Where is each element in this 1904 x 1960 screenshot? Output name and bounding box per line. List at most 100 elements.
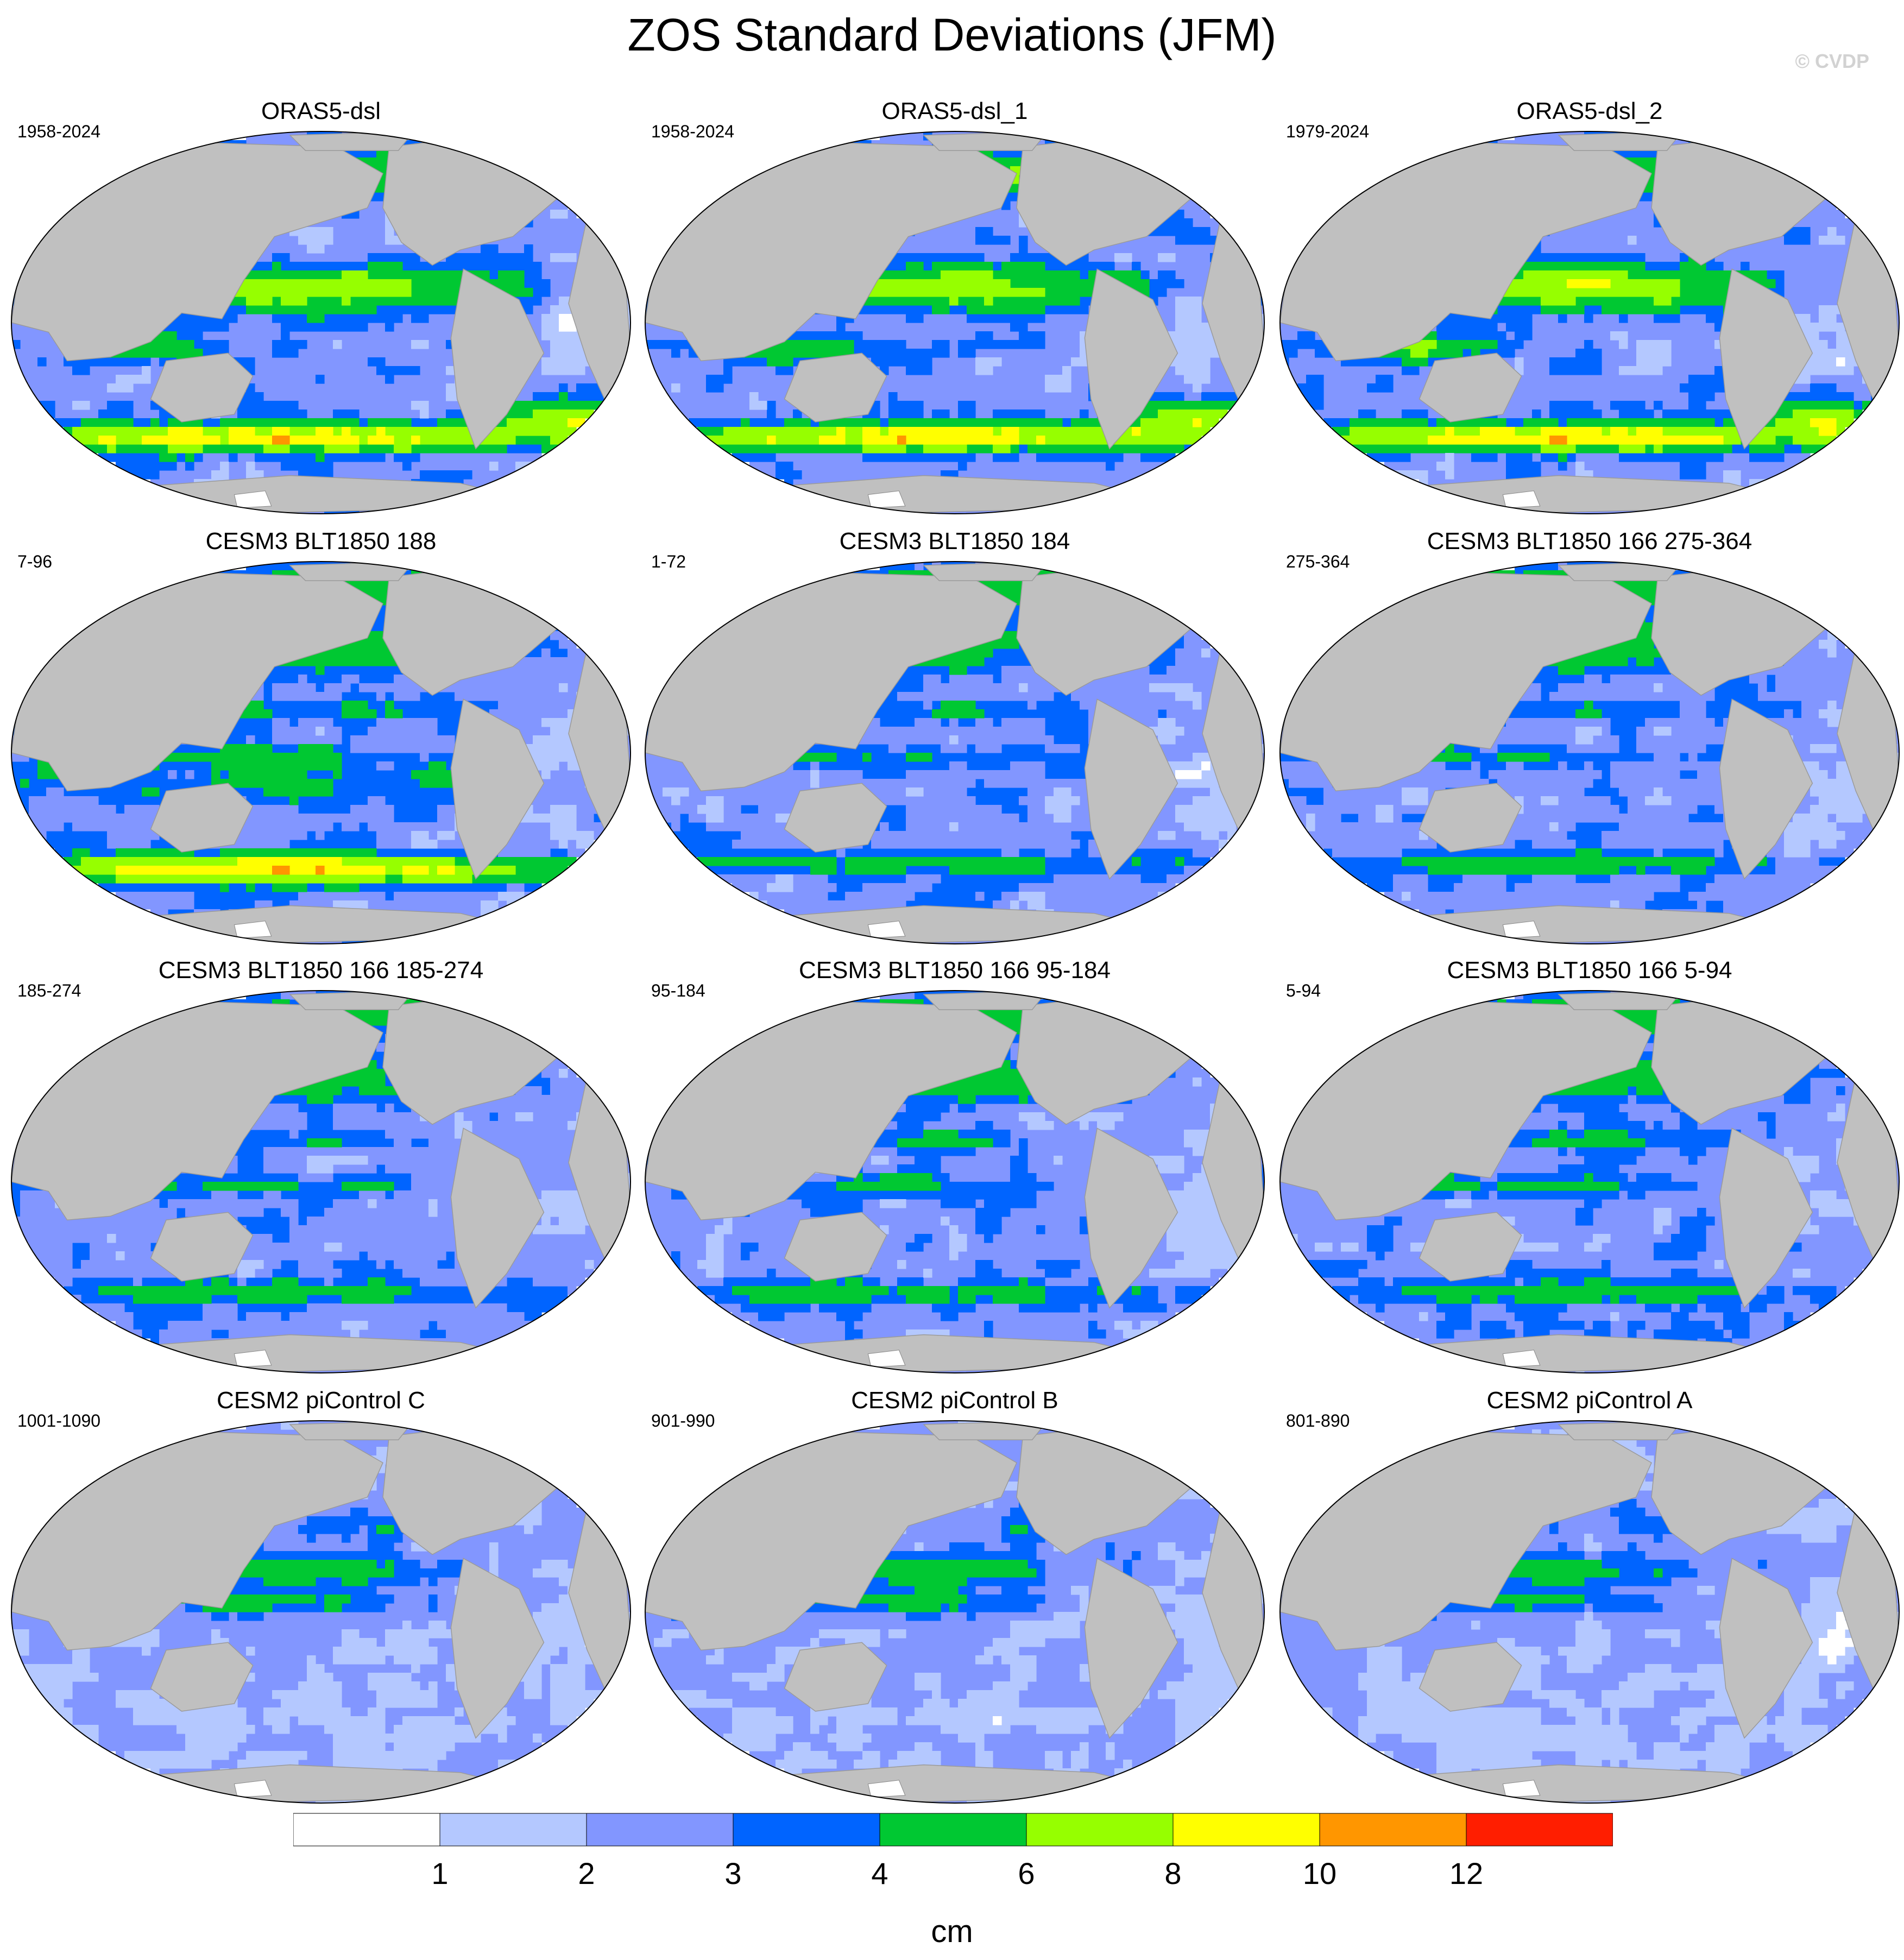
world-map (11, 990, 631, 1373)
land-mass (784, 783, 887, 853)
land-mass (1719, 268, 1813, 450)
colorbar-swatch (1026, 1813, 1174, 1846)
land-mass (289, 991, 415, 1010)
land-mass (150, 352, 254, 423)
world-map (11, 1420, 631, 1804)
world-map (1279, 1420, 1900, 1804)
land-mass (11, 999, 383, 1221)
colorbar-tick-label: 6 (1018, 1856, 1035, 1890)
land-mass (1280, 140, 1652, 362)
colorbar-swatch (1172, 1813, 1320, 1846)
land-mass (450, 1558, 545, 1739)
land-mass (289, 562, 415, 581)
colorbar-swatch (879, 1813, 1027, 1846)
map-panel: CESM3 BLT1850 166 95-184 95-184 (642, 956, 1267, 1385)
land-mass (1558, 131, 1684, 151)
colorbar-units: cm (931, 1914, 973, 1949)
map-outline (645, 1420, 1265, 1804)
map-outline (1279, 561, 1900, 944)
map-outline (645, 990, 1265, 1373)
land-mass (1418, 1642, 1522, 1712)
zos-field (645, 131, 1264, 514)
lake (234, 1350, 272, 1367)
lake (670, 1493, 689, 1513)
world-map (11, 131, 631, 514)
land-mass (1418, 783, 1522, 853)
panel-title: CESM3 BLT1850 166 95-184 (799, 957, 1111, 984)
panel-years: 275-364 (1286, 552, 1350, 571)
map-outline (1279, 1420, 1900, 1804)
panel-years: 1-72 (651, 552, 686, 571)
land-mass (923, 991, 1049, 1010)
panel-title: ORAS5-dsl_1 (881, 98, 1028, 124)
lake (234, 490, 272, 508)
lake (1304, 634, 1324, 654)
colorbar-swatch (586, 1813, 734, 1846)
land-mass (1280, 1429, 1652, 1651)
land-mass (11, 1429, 383, 1651)
colorbar-swatch (733, 1813, 880, 1846)
colorbar (293, 1813, 1613, 1846)
panel-title: ORAS5-dsl (261, 98, 381, 124)
land-mass (289, 131, 415, 151)
land-mass (1558, 562, 1684, 581)
zos-field (1280, 562, 1899, 944)
lake (1304, 1063, 1324, 1083)
lake (234, 1780, 272, 1798)
zos-field (11, 131, 631, 514)
land-mass (1719, 1127, 1813, 1309)
map-panel: ORAS5-dsl 1958-2024 (9, 97, 633, 526)
colorbar-swatch (293, 1813, 440, 1846)
map-outline (645, 561, 1265, 944)
panel-title: CESM3 BLT1850 166 185-274 (158, 957, 484, 984)
world-map (11, 561, 631, 944)
map-panel: CESM3 BLT1850 166 5-94 5-94 (1277, 956, 1902, 1385)
zos-field (11, 1421, 631, 1803)
world-map (645, 131, 1265, 514)
world-map (645, 561, 1265, 944)
panel-title: CESM3 BLT1850 166 275-364 (1427, 528, 1752, 554)
colorbar-tick-label: 2 (578, 1856, 595, 1890)
map-outline (645, 131, 1265, 514)
panel-title: CESM2 piControl B (851, 1387, 1058, 1414)
land-mass (645, 570, 1017, 792)
lake (36, 1063, 55, 1083)
zos-field (645, 562, 1264, 944)
land-mass (450, 268, 545, 450)
land-mass (1084, 1558, 1178, 1739)
land-mass (150, 783, 254, 853)
panel-years: 7-96 (17, 552, 53, 571)
land-mass (1084, 268, 1178, 450)
colorbar-tick-label: 4 (871, 1856, 888, 1890)
map-outline (11, 1420, 631, 1804)
colorbar-tick-label: 3 (724, 1856, 742, 1890)
panel-years: 801-890 (1286, 1411, 1350, 1430)
panel-years: 1958-2024 (17, 122, 101, 141)
zos-field (1280, 131, 1899, 514)
panel-title: CESM3 BLT1850 188 (205, 528, 437, 554)
land-mass (923, 1421, 1049, 1440)
map-panel: CESM2 piControl A 801-890 (1277, 1386, 1902, 1815)
lake (1502, 1780, 1541, 1798)
lake (36, 634, 55, 654)
panel-title: ORAS5-dsl_2 (1516, 98, 1663, 124)
lake (234, 921, 272, 938)
lake (36, 204, 55, 224)
colorbar-swatch (1319, 1813, 1467, 1846)
world-map (1279, 131, 1900, 514)
map-panel: ORAS5-dsl_2 1979-2024 (1277, 97, 1902, 526)
panel-title: CESM3 BLT1850 166 5-94 (1447, 957, 1732, 984)
lake (1304, 1493, 1324, 1513)
map-panel: CESM3 BLT1850 184 1-72 (642, 527, 1267, 956)
lake (867, 921, 906, 938)
map-panel: CESM2 piControl B 901-990 (642, 1386, 1267, 1815)
map-panel: CESM3 BLT1850 166 185-274 185-274 (9, 956, 633, 1385)
land-mass (11, 140, 383, 362)
land-mass (645, 999, 1017, 1221)
panel-years: 95-184 (651, 981, 705, 1000)
land-mass (150, 1212, 254, 1282)
lake (1502, 921, 1541, 938)
land-mass (1280, 999, 1652, 1221)
map-panel: CESM3 BLT1850 166 275-364 275-364 (1277, 527, 1902, 956)
land-mass (289, 1421, 415, 1440)
